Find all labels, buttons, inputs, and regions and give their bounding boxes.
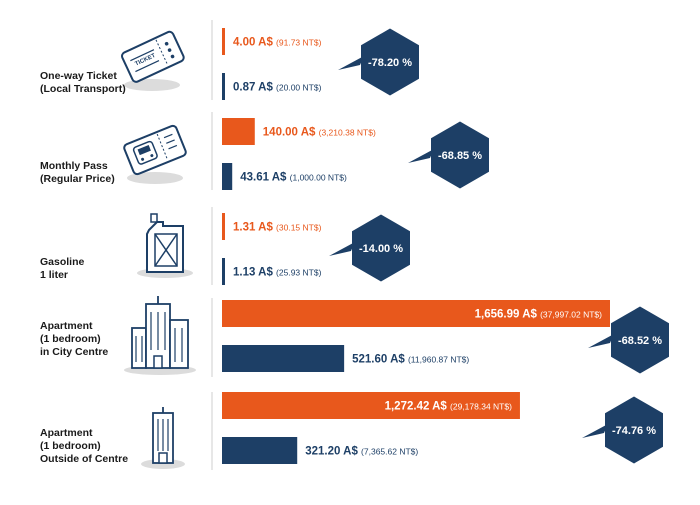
bar-value-label: 1,656.99 A$ (37,997.02 NT$)	[475, 309, 603, 321]
navy-bar	[222, 163, 233, 190]
city-buildings-icon	[124, 296, 196, 375]
orange-bar	[222, 300, 610, 327]
difference-bubble: -78.20 %	[338, 28, 419, 96]
navy-bar	[222, 73, 225, 100]
category-label: Monthly Pass (Regular Price)	[40, 160, 150, 186]
category-label-line: Apartment	[40, 427, 93, 439]
difference-bubble: -68.52 %	[588, 306, 669, 374]
bar-value-label: 321.20 A$ (7,365.62 NT$)	[305, 446, 418, 458]
difference-label: -14.00 %	[359, 243, 403, 255]
bar-value-label: 1.13 A$ (25.93 NT$)	[233, 267, 322, 279]
orange-bar	[222, 392, 520, 419]
difference-bubble: -14.00 %	[329, 214, 410, 282]
difference-bubble: -68.85 %	[408, 121, 489, 189]
bubble-tail	[329, 242, 355, 256]
difference-label: -68.85 %	[438, 150, 482, 162]
bubble-tail	[588, 334, 614, 348]
category-label-line: in City Centre	[40, 346, 109, 358]
category-label-line: (1 bedroom)	[40, 440, 101, 452]
bubble-tail	[582, 424, 608, 438]
bar-value-label: 0.87 A$ (20.00 NT$)	[233, 82, 322, 94]
bubble-body	[361, 28, 419, 96]
bubble-body	[352, 214, 410, 282]
bar-value-label: 43.61 A$ (1,000.00 NT$)	[240, 172, 347, 184]
bar-value-label: 140.00 A$ (3,210.38 NT$)	[263, 127, 376, 139]
bar-value-label: 521.60 A$ (11,960.87 NT$)	[352, 354, 469, 366]
jerrycan-icon	[137, 213, 193, 278]
orange-bar	[222, 118, 255, 145]
category-label-line: (Regular Price)	[40, 173, 115, 185]
navy-bar	[222, 345, 345, 372]
bar-value-label: 1,272.42 A$ (29,178.34 NT$)	[385, 401, 513, 413]
difference-label: -68.52 %	[618, 335, 662, 347]
ticket-icon: TICKET	[121, 30, 185, 91]
category-label-line: Gasoline	[40, 256, 85, 268]
category-label-line: Outside of Centre	[40, 453, 129, 465]
category-label-line: 1 liter	[40, 269, 69, 281]
orange-bar	[222, 28, 225, 55]
category-label: Gasoline 1 liter	[40, 256, 150, 282]
category-label-line: Monthly Pass	[40, 160, 108, 172]
bubble-tail	[408, 149, 434, 163]
category-label: Apartment (1 bedroom) Outside of Centre	[40, 427, 150, 466]
category-label-line: (1 bedroom)	[40, 333, 101, 345]
bubble-body	[431, 121, 489, 189]
category-label-line: (Local Transport)	[40, 83, 126, 95]
navy-bar	[222, 437, 298, 464]
bubble-body	[605, 396, 663, 464]
single-building-icon	[141, 407, 185, 469]
category-label: Apartment (1 bedroom) in City Centre	[40, 320, 150, 359]
bubble-tail	[338, 56, 364, 70]
train-pass-icon	[123, 124, 187, 184]
category-label: One-way Ticket (Local Transport)	[40, 70, 150, 96]
difference-bubble: -74.76 %	[582, 396, 663, 464]
bar-value-label: 4.00 A$ (91.73 NT$)	[233, 37, 322, 49]
difference-label: -78.20 %	[368, 57, 412, 69]
category-label-line: Apartment	[40, 320, 93, 332]
difference-label: -74.76 %	[612, 425, 656, 437]
bar-value-label: 1.31 A$ (30.15 NT$)	[233, 222, 322, 234]
category-label-line: One-way Ticket	[40, 70, 117, 82]
orange-bar	[222, 213, 225, 240]
navy-bar	[222, 258, 225, 285]
bubble-body	[611, 306, 669, 374]
